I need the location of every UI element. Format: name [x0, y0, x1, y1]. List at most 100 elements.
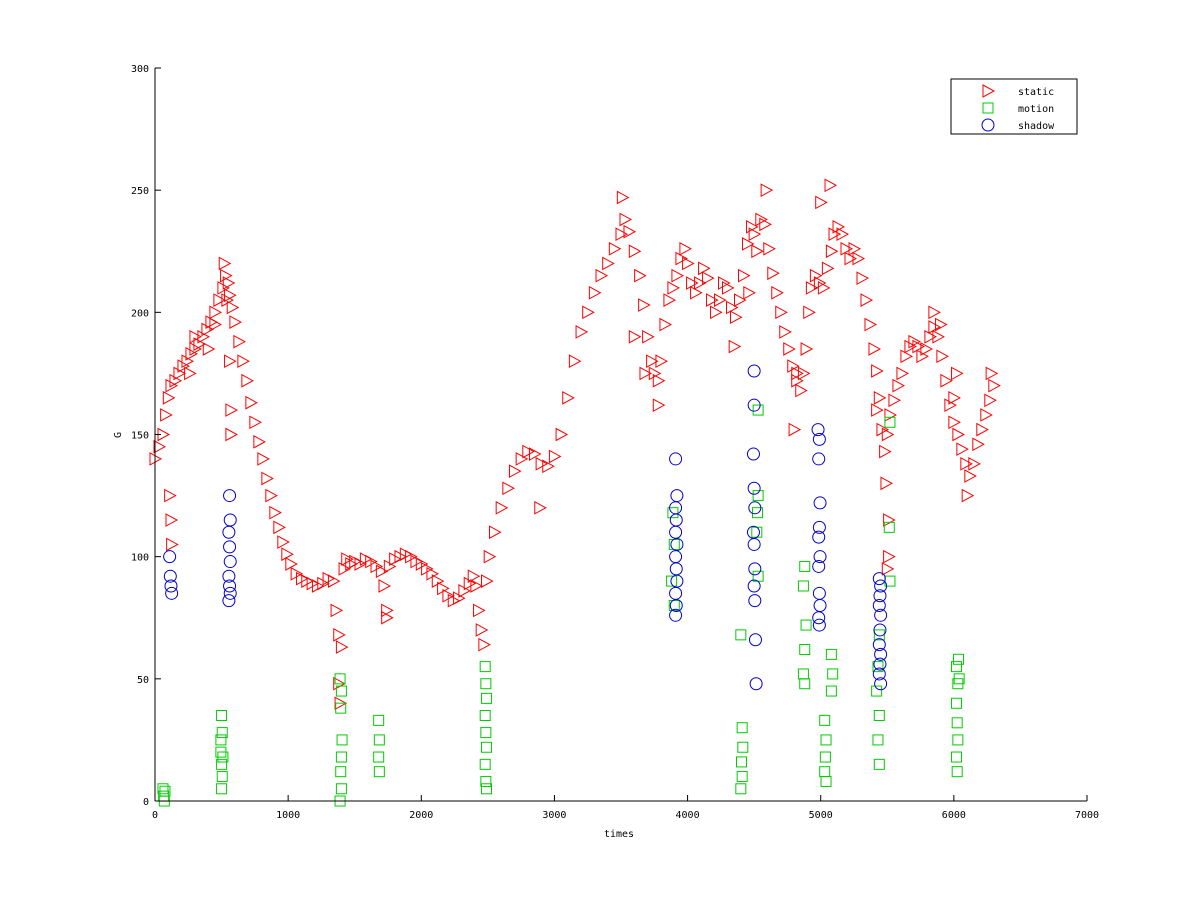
- shadow-point: [813, 550, 827, 564]
- motion-point: [819, 714, 831, 726]
- static-point: [193, 337, 206, 351]
- static-point: [502, 481, 515, 496]
- shadow-point: [749, 677, 763, 691]
- static-point: [883, 513, 896, 527]
- static-point: [813, 276, 827, 290]
- static-point: [718, 276, 731, 290]
- static-point: [375, 564, 389, 579]
- static-point: [871, 403, 884, 417]
- shadow-point: [811, 423, 825, 437]
- static-point: [860, 293, 874, 307]
- legend-label-static: static: [1018, 87, 1054, 98]
- shadow-point: [812, 520, 826, 534]
- static-point: [463, 576, 477, 591]
- static-point: [951, 366, 964, 381]
- legend-marker-shadow: [981, 118, 995, 132]
- shadow-point: [222, 594, 236, 608]
- static-point: [868, 342, 882, 356]
- static-point: [928, 305, 941, 320]
- motion-point: [335, 751, 347, 763]
- static-point: [936, 349, 949, 364]
- motion-point: [825, 648, 837, 660]
- shadow-point: [873, 623, 887, 637]
- static-point: [202, 342, 216, 356]
- static-point: [730, 310, 743, 325]
- static-point: [229, 315, 242, 329]
- shadow-point: [872, 599, 886, 613]
- static-point: [478, 637, 491, 652]
- static-point: [988, 378, 1001, 393]
- static-point: [655, 354, 668, 369]
- shadow-point: [164, 579, 178, 593]
- static-point: [952, 427, 965, 442]
- motion-point: [951, 717, 963, 729]
- static-point: [160, 408, 173, 422]
- static-point: [916, 349, 929, 364]
- static-point: [888, 393, 901, 408]
- motion-point: [667, 507, 679, 519]
- marks-layer: [149, 178, 1001, 807]
- static-point: [775, 305, 788, 320]
- motion-point: [953, 673, 965, 685]
- static-point: [932, 329, 945, 344]
- shadow-point: [747, 537, 761, 551]
- y-tick-label: 150: [131, 431, 149, 442]
- static-point: [805, 281, 819, 295]
- static-point: [787, 359, 800, 373]
- static-point: [522, 444, 535, 459]
- static-point: [209, 305, 222, 320]
- shadow-point: [748, 594, 762, 608]
- shadow-point: [812, 559, 826, 573]
- static-point: [690, 285, 703, 300]
- static-point: [935, 317, 948, 332]
- shadow-point: [223, 540, 237, 554]
- static-point: [741, 237, 755, 251]
- x-axis-label: times: [604, 829, 634, 840]
- static-point: [381, 603, 394, 618]
- motion-point: [827, 668, 839, 680]
- motion-point: [335, 702, 347, 714]
- static-point: [884, 408, 897, 422]
- static-point: [327, 574, 341, 588]
- motion-point: [668, 600, 680, 612]
- x-tick-label: 7000: [1075, 810, 1099, 821]
- static-point: [748, 227, 762, 241]
- shadow-point: [812, 432, 826, 446]
- motion-point: [951, 697, 963, 709]
- static-point: [652, 398, 666, 413]
- motion-point: [820, 734, 832, 746]
- static-point: [222, 276, 236, 290]
- motion-point: [216, 709, 228, 721]
- static-point: [197, 329, 210, 344]
- x-tick-label: 2000: [409, 810, 433, 821]
- shadow-point: [669, 599, 683, 613]
- static-point: [881, 562, 895, 576]
- static-point: [791, 366, 804, 381]
- static-point: [495, 500, 509, 515]
- static-point: [548, 449, 562, 464]
- static-point: [832, 219, 846, 234]
- static-point: [221, 293, 234, 307]
- static-point: [726, 300, 739, 315]
- static-point: [817, 281, 831, 295]
- shadow-point: [813, 496, 827, 510]
- motion-point: [216, 758, 228, 770]
- static-point: [237, 354, 250, 369]
- static-point: [779, 325, 792, 339]
- shadow-point: [874, 647, 888, 661]
- static-point: [233, 334, 246, 349]
- static-point: [800, 342, 814, 356]
- shadow-point: [812, 452, 826, 466]
- legend-marker-static: [982, 84, 996, 98]
- static-point: [261, 471, 274, 486]
- motion-point: [820, 775, 832, 787]
- static-point: [249, 415, 262, 430]
- motion-point: [872, 661, 884, 673]
- series-motion: [157, 404, 965, 807]
- static-point: [642, 329, 655, 344]
- motion-point: [373, 734, 385, 746]
- static-point: [225, 403, 238, 417]
- shadow-point: [747, 364, 761, 378]
- static-point: [771, 285, 784, 300]
- static-point: [169, 373, 183, 388]
